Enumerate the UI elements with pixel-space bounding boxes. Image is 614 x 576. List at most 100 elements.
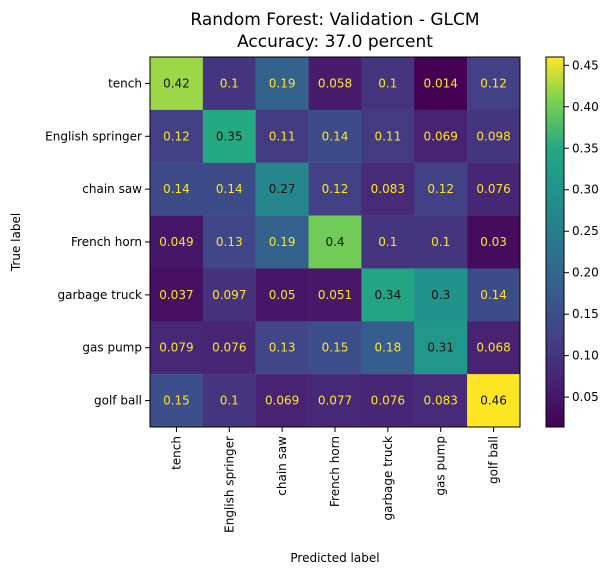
- cell-value-label: 0.098: [476, 129, 510, 143]
- chart-title-line-2: Accuracy: 37.0 percent: [237, 32, 433, 52]
- cell-value-label: 0.077: [318, 394, 352, 408]
- cell-value-label: 0.1: [378, 76, 397, 90]
- cell-value-label: 0.1: [220, 394, 239, 408]
- heatmap-cell: [361, 109, 415, 163]
- cell-value-label: 0.083: [424, 394, 458, 408]
- cell-value-label: 0.097: [212, 288, 246, 302]
- heatmap-cell: [414, 215, 468, 269]
- x-tick-label: French horn: [328, 436, 342, 507]
- heatmap-cell: [150, 268, 204, 322]
- chart-title-line-1: Random Forest: Validation - GLCM: [190, 10, 479, 30]
- x-tick-label: garbage truck: [381, 436, 395, 521]
- colorbar: [545, 56, 565, 428]
- heatmap-cell: [467, 268, 521, 322]
- heatmap-cell: [467, 215, 521, 269]
- cell-value-label: 0.03: [480, 235, 507, 249]
- heatmap-cell: [150, 215, 204, 269]
- cell-value-label: 0.076: [476, 182, 510, 196]
- cell-value-label: 0.12: [322, 182, 349, 196]
- colorbar-tick-label: 0.30: [572, 183, 599, 197]
- y-tick-label: gas pump: [82, 341, 142, 355]
- cell-value-label: 0.076: [212, 341, 246, 355]
- cell-value-label: 0.15: [163, 394, 190, 408]
- colorbar-ticks: 0.05 0.10 0.15 0.20 0.25 0.30 0.35 0.40 0.45: [564, 58, 599, 404]
- heatmap-cell: [361, 162, 415, 216]
- cell-value-label: 0.4: [325, 235, 344, 249]
- cell-value-label: 0.14: [163, 182, 190, 196]
- heatmap-cell: [308, 215, 362, 269]
- cell-value-label: 0.3: [431, 288, 450, 302]
- cell-value-label: 0.14: [322, 129, 349, 143]
- y-axis-label: True label: [9, 213, 23, 272]
- heatmap-cell: [202, 162, 256, 216]
- cell-value-label: 0.31: [427, 341, 454, 355]
- heatmap-cell: [150, 162, 204, 216]
- heatmap-cell: [414, 57, 468, 111]
- heatmap-cell: [308, 374, 362, 428]
- cell-value-label: 0.12: [163, 129, 190, 143]
- heatmap-cell: [308, 162, 362, 216]
- heatmap-cell: [202, 57, 256, 111]
- cell-value-label: 0.15: [322, 341, 349, 355]
- heatmap-cell: [255, 215, 309, 269]
- heatmap-cell: [414, 374, 468, 428]
- cell-value-label: 0.18: [374, 341, 401, 355]
- y-tick-label: chain saw: [82, 182, 142, 196]
- y-axis-ticks: tench English springer chain saw French hor…: [45, 76, 150, 408]
- cell-value-label: 0.19: [269, 235, 296, 249]
- y-tick-label: French horn: [71, 235, 142, 249]
- cell-value-label: 0.051: [318, 288, 352, 302]
- heatmap-cell: [202, 374, 256, 428]
- cell-value-label: 0.27: [269, 182, 296, 196]
- cell-value-label: 0.05: [269, 288, 296, 302]
- heatmap-cell: [150, 57, 204, 111]
- heatmap-cell: [361, 268, 415, 322]
- cell-value-label: 0.14: [480, 288, 507, 302]
- cell-value-label: 0.34: [374, 288, 401, 302]
- heatmap-cell: [467, 57, 521, 111]
- y-tick-label: tench: [108, 76, 142, 90]
- cell-value-label: 0.1: [378, 235, 397, 249]
- cell-value-label: 0.11: [374, 129, 401, 143]
- x-tick-label: English springer: [222, 436, 236, 533]
- heatmap-cell: [308, 321, 362, 375]
- heatmap-cell: [361, 374, 415, 428]
- cell-value-label: 0.068: [476, 341, 510, 355]
- colorbar-tick-label: 0.20: [572, 266, 599, 280]
- cell-value-label: 0.1: [220, 76, 239, 90]
- x-axis-ticks: tench English springer chain saw French hor…: [169, 427, 501, 533]
- cell-value-label: 0.12: [427, 182, 454, 196]
- cell-value-label: 0.1: [431, 235, 450, 249]
- heatmap-cell: [414, 162, 468, 216]
- cell-value-label: 0.083: [371, 182, 405, 196]
- x-tick-label: gas pump: [434, 436, 448, 496]
- heatmap-cell: [361, 321, 415, 375]
- heatmap-cell: [150, 109, 204, 163]
- heatmap-cells: [150, 57, 521, 428]
- heatmap-cell: [467, 321, 521, 375]
- chart-title: Random Forest: Validation - GLCM Accurac…: [190, 10, 479, 52]
- heatmap-cell: [308, 57, 362, 111]
- colorbar-tick-label: 0.35: [572, 141, 599, 155]
- cell-value-label: 0.11: [269, 129, 296, 143]
- heatmap-cell: [202, 321, 256, 375]
- cell-value-label: 0.079: [159, 341, 193, 355]
- heatmap-cell: [255, 162, 309, 216]
- cell-value-label: 0.049: [159, 235, 193, 249]
- cell-value-label: 0.058: [318, 76, 352, 90]
- cell-value-label: 0.46: [480, 394, 507, 408]
- colorbar-tick-label: 0.25: [572, 224, 599, 238]
- colorbar-tick-label: 0.15: [572, 307, 599, 321]
- heatmap-cell: [255, 109, 309, 163]
- heatmap-cell: [361, 57, 415, 111]
- heatmap-cell: [255, 268, 309, 322]
- cell-value-label: 0.076: [371, 394, 405, 408]
- heatmap-cell: [255, 374, 309, 428]
- colorbar-tick-label: 0.45: [572, 58, 599, 72]
- heatmap-cell: [467, 109, 521, 163]
- heatmap-value-labels: 0.42 0.1 0.19 0.058 0.1 0.014 0.12 0.12 0.35 0.11…: [159, 76, 511, 407]
- heatmap-cell: [202, 215, 256, 269]
- heatmap-cell: [467, 374, 521, 428]
- heatmap-cell: [308, 109, 362, 163]
